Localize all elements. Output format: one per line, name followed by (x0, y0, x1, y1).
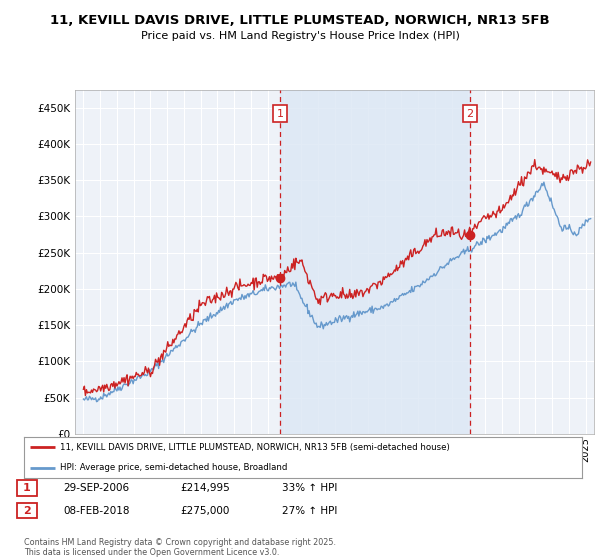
Text: 27% ↑ HPI: 27% ↑ HPI (282, 506, 337, 516)
Text: 08-FEB-2018: 08-FEB-2018 (63, 506, 130, 516)
Text: 33% ↑ HPI: 33% ↑ HPI (282, 483, 337, 493)
Text: 11, KEVILL DAVIS DRIVE, LITTLE PLUMSTEAD, NORWICH, NR13 5FB: 11, KEVILL DAVIS DRIVE, LITTLE PLUMSTEAD… (50, 14, 550, 27)
Text: 29-SEP-2006: 29-SEP-2006 (63, 483, 129, 493)
Text: 1: 1 (23, 483, 31, 493)
Text: £275,000: £275,000 (180, 506, 229, 516)
Text: £214,995: £214,995 (180, 483, 230, 493)
Text: 1: 1 (277, 109, 284, 119)
Text: 2: 2 (23, 506, 31, 516)
Text: Price paid vs. HM Land Registry's House Price Index (HPI): Price paid vs. HM Land Registry's House … (140, 31, 460, 41)
Bar (280, 90, 470, 434)
Text: 2: 2 (467, 109, 473, 119)
Text: Contains HM Land Registry data © Crown copyright and database right 2025.
This d: Contains HM Land Registry data © Crown c… (24, 538, 336, 557)
Text: 11, KEVILL DAVIS DRIVE, LITTLE PLUMSTEAD, NORWICH, NR13 5FB (semi-detached house: 11, KEVILL DAVIS DRIVE, LITTLE PLUMSTEAD… (60, 443, 450, 452)
Text: HPI: Average price, semi-detached house, Broadland: HPI: Average price, semi-detached house,… (60, 463, 287, 472)
